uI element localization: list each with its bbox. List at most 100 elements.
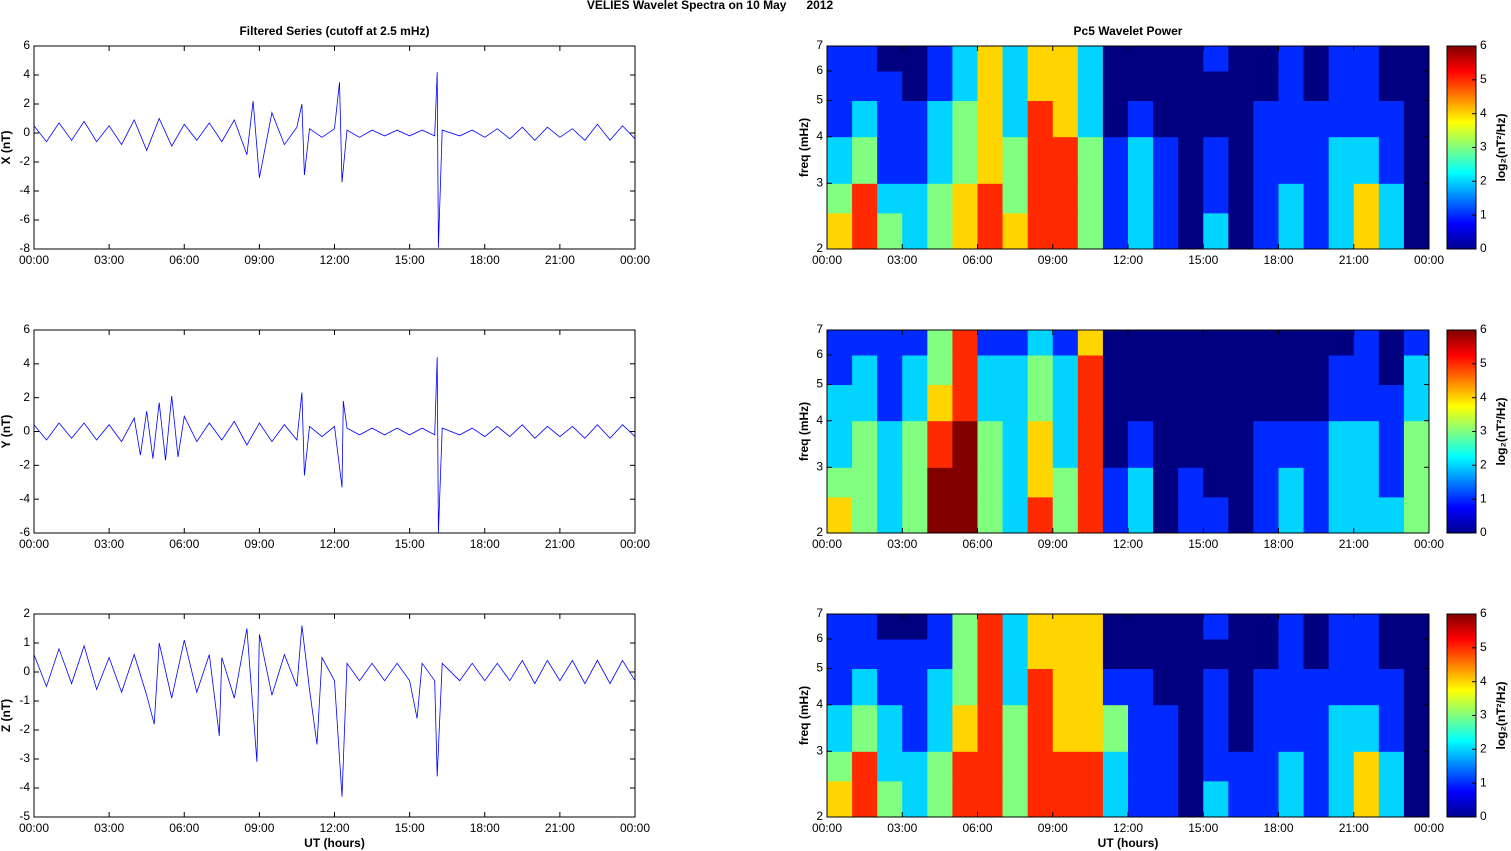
heat-cell <box>1128 467 1154 498</box>
y-tick-label: 6 <box>816 347 823 361</box>
heat-cell <box>977 136 1004 184</box>
heat-cell <box>1178 183 1204 214</box>
x-tick-label: 12:00 <box>319 253 349 267</box>
heat-cell <box>827 704 853 752</box>
y-tick-label: -6 <box>19 525 30 539</box>
y-tick-label: -4 <box>19 780 30 794</box>
plot-frame <box>33 613 636 818</box>
heat-cell <box>1077 467 1104 498</box>
x-tick-label: 00:00 <box>812 537 842 551</box>
heat-cell <box>1077 384 1104 422</box>
heat-cell <box>852 46 878 72</box>
heat-cell <box>1102 751 1129 782</box>
plot-frame <box>33 329 636 534</box>
heat-cell <box>902 212 928 250</box>
y-tick-label: 4 <box>23 67 30 81</box>
heat-cell <box>902 638 928 670</box>
heat-cell <box>1378 467 1405 498</box>
heat-cell <box>1178 614 1204 640</box>
heat-cell <box>1128 614 1154 640</box>
heat-cell <box>1178 420 1204 468</box>
heat-cell <box>1128 704 1154 752</box>
heat-cell <box>1153 467 1179 498</box>
panel-title: Pc5 Wavelet Power <box>1074 24 1183 38</box>
heat-cell <box>1153 354 1179 386</box>
heat-cell <box>977 668 1004 706</box>
y-tick-label: 0 <box>23 664 30 678</box>
heat-cell <box>1278 780 1305 818</box>
heat-cell <box>1052 183 1079 214</box>
heat-cell <box>1278 384 1305 422</box>
heat-cell <box>1228 638 1254 670</box>
heat-cell <box>1052 496 1079 534</box>
x-tick-label: 21:00 <box>545 253 575 267</box>
y-tick-label: 5 <box>816 377 823 391</box>
heat-cell <box>952 704 978 752</box>
heat-cell <box>1253 136 1279 184</box>
colorbar-tick-label: 4 <box>1480 674 1487 688</box>
heat-cell <box>1203 46 1229 72</box>
heat-cell <box>1228 704 1254 752</box>
heat-cell <box>827 614 853 640</box>
heat-cell <box>1102 384 1129 422</box>
heat-cell <box>952 46 978 72</box>
heat-cell <box>1178 70 1204 102</box>
heat-cell <box>977 638 1004 670</box>
heat-cell <box>902 183 928 214</box>
heat-cell <box>1378 780 1405 818</box>
colorbar-tick-label: 6 <box>1480 322 1487 336</box>
heat-cell <box>1128 46 1154 72</box>
heat-cell <box>1378 46 1405 72</box>
heat-cell <box>827 638 853 670</box>
heat-cell <box>952 212 978 250</box>
heat-cell <box>1278 46 1305 72</box>
y-tick-label: -2 <box>19 458 30 472</box>
heat-cell <box>1102 668 1129 706</box>
heat-cell <box>877 638 903 670</box>
heat-cell <box>952 638 978 670</box>
signal-line <box>33 72 636 248</box>
heat-cell <box>827 70 853 102</box>
heat-cell <box>1353 420 1380 468</box>
heat-cell <box>977 467 1004 498</box>
heat-cell <box>952 668 978 706</box>
heat-cell <box>852 384 878 422</box>
heat-cell <box>977 46 1004 72</box>
x-tick-label: 09:00 <box>1038 537 1068 551</box>
x-tick-label: 12:00 <box>1113 821 1143 835</box>
heat-cell <box>852 70 878 102</box>
heat-cell <box>1128 496 1154 534</box>
x-tick-label: 18:00 <box>470 537 500 551</box>
heat-cell <box>1178 467 1204 498</box>
panel-title: Filtered Series (cutoff at 2.5 mHz) <box>239 24 429 38</box>
x-tick-label: 00:00 <box>19 537 49 551</box>
heat-cell <box>952 384 978 422</box>
colorbar-tick-label: 4 <box>1480 390 1487 404</box>
heat-cell <box>1328 330 1355 356</box>
heat-cell <box>1027 751 1054 782</box>
heat-cell <box>827 46 853 72</box>
heat-cell <box>952 100 978 138</box>
heat-cell <box>1403 354 1430 386</box>
heat-cell <box>927 420 953 468</box>
heat-cell <box>877 212 903 250</box>
heat-cell <box>852 751 878 782</box>
heat-cell <box>1353 780 1380 818</box>
heat-cell <box>1353 384 1380 422</box>
heat-cell <box>1378 638 1405 670</box>
heat-cell <box>1128 638 1154 670</box>
heat-cell <box>877 668 903 706</box>
heat-cell <box>1403 100 1430 138</box>
heat-cell <box>977 330 1004 356</box>
heat-cell <box>877 46 903 72</box>
x-tick-label: 12:00 <box>1113 537 1143 551</box>
heat-cell <box>1403 704 1430 752</box>
heat-cell <box>1253 638 1279 670</box>
heat-cell <box>1328 704 1355 752</box>
heat-cell <box>927 614 953 640</box>
y-tick-label: 0 <box>23 424 30 438</box>
heat-cell <box>977 420 1004 468</box>
heat-cell <box>902 354 928 386</box>
heat-cell <box>1253 751 1279 782</box>
y-tick-label: -2 <box>19 154 30 168</box>
